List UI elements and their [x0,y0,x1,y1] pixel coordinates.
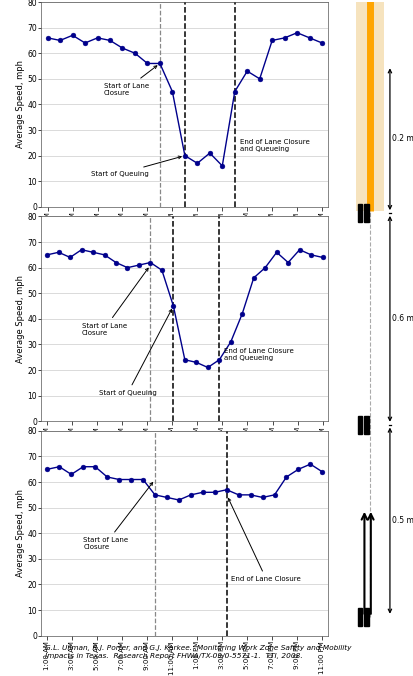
Text: Start of Lane
Closure: Start of Lane Closure [104,66,157,95]
Text: 0.5 mi: 0.5 mi [392,516,413,525]
Text: Start of Queuing: Start of Queuing [91,156,181,176]
Text: End of Lane Closure
and Queueing: End of Lane Closure and Queueing [223,348,293,361]
Bar [363,416,368,433]
Text: End of Lane Closure: End of Lane Closure [228,498,301,582]
Text: G.L. Ullman, R.J. Porter, and G.J. Karkee.  Monitoring Work Zone Safety and Mobi: G.L. Ullman, R.J. Porter, and G.J. Karke… [45,646,351,658]
Y-axis label: Average Speed, mph: Average Speed, mph [16,275,25,363]
Text: End of Lane Closure
and Queueing: End of Lane Closure and Queueing [239,139,309,152]
Text: 0.6 mi: 0.6 mi [392,314,413,323]
Bar [355,0,383,211]
Text: Start of Queuing: Start of Queuing [99,310,171,396]
Bar [357,204,361,222]
Text: Start of Lane
Closure: Start of Lane Closure [83,483,152,550]
Text: Start of Lane
Closure: Start of Lane Closure [81,268,148,335]
Bar [357,608,361,625]
Bar [357,416,361,433]
Text: 0.2 mi: 0.2 mi [392,135,413,143]
Bar [363,204,368,222]
Y-axis label: Average Speed, mph: Average Speed, mph [16,60,25,149]
Bar [363,608,368,625]
Y-axis label: Average Speed, mph: Average Speed, mph [16,489,25,577]
